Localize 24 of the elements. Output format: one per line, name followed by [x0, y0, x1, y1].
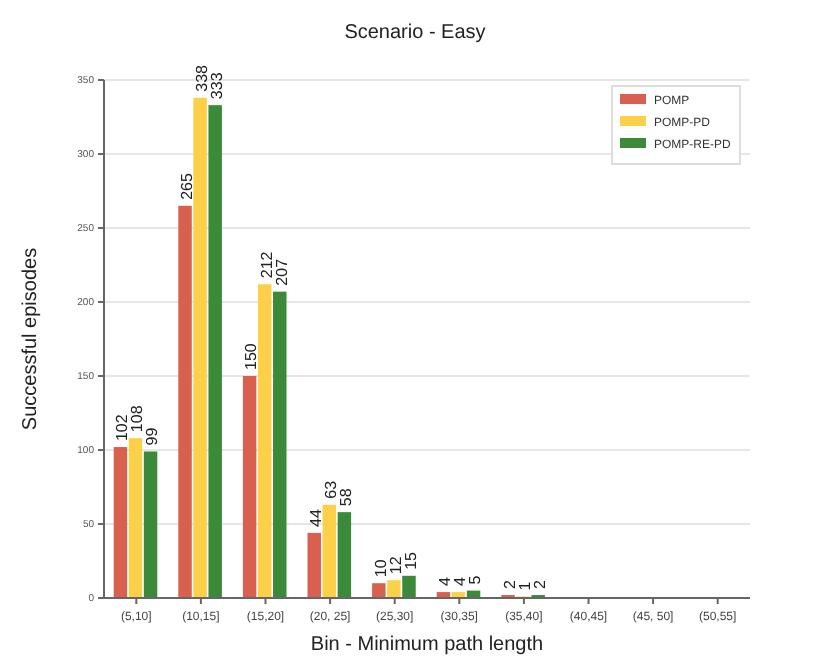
data-label: 108: [128, 404, 147, 433]
data-label: 2: [500, 579, 519, 590]
y-axis-title: Successful episodes: [20, 247, 42, 431]
data-label: 207: [272, 257, 291, 286]
data-label: 99: [143, 426, 162, 446]
data-label: 5: [466, 574, 485, 585]
chart-title: Scenario - Easy: [344, 22, 486, 44]
data-label: 15: [401, 550, 420, 570]
data-label: 1: [515, 580, 534, 591]
data-label: 2: [530, 579, 549, 590]
data-label: 58: [337, 487, 356, 507]
data-label: 333: [207, 71, 226, 100]
data-label: 102: [113, 413, 132, 442]
data-label: 12: [386, 555, 405, 575]
data-label: 4: [451, 576, 470, 587]
data-label: 338: [192, 63, 211, 92]
data-label: 44: [307, 507, 326, 527]
data-label: 63: [322, 479, 341, 499]
data-label: 4: [436, 576, 455, 587]
data-label: 212: [257, 250, 276, 279]
data-label: 10: [371, 558, 390, 578]
data-label: 150: [242, 342, 261, 370]
x-axis-title: Bin - Minimum path length: [310, 634, 544, 656]
data-label: 265: [177, 172, 196, 200]
